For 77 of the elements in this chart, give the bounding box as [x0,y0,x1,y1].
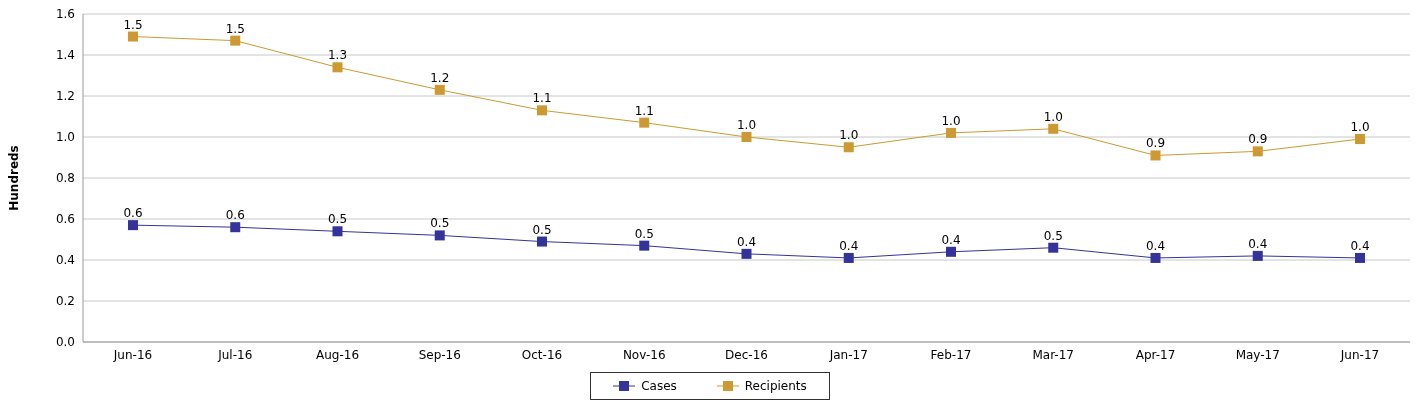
x-tick-label: Feb-17 [930,347,972,362]
point [741,248,752,259]
point [1048,242,1059,253]
point [332,226,343,237]
data-label: 0.4 [941,232,961,247]
point [128,31,138,42]
data-label: 1.0 [736,118,757,132]
data-label: 0.6 [225,208,245,223]
point [332,62,343,73]
y-tick-label: 1.4 [55,48,75,63]
data-label: 0.5 [327,212,348,227]
x-tick-label: Apr-17 [1135,347,1176,362]
point [639,240,650,251]
point [843,252,854,263]
point [230,222,241,233]
point [946,246,956,257]
data-label: 0.5 [634,226,654,241]
data-label: 1.2 [430,70,450,85]
data-label: 1.3 [327,48,348,63]
x-tick-label: Jan-17 [828,347,868,362]
data-label: 1.5 [225,21,245,36]
point [1252,250,1263,261]
x-tick-label: Jun-16 [112,347,153,362]
y-tick-label: 1.6 [55,7,75,22]
point [537,105,547,116]
point [434,84,445,95]
data-label: 0.4 [1248,236,1268,251]
data-label: 1.0 [839,128,859,143]
x-tick-label: Mar-17 [1032,347,1074,362]
x-tick-label: May-17 [1235,347,1280,362]
x-tick-label: Nov-16 [622,347,666,362]
data-label: 1.0 [1043,109,1063,124]
data-label: 0.9 [1248,132,1268,147]
data-label: 0.9 [1145,136,1166,151]
data-label: 1.1 [532,91,552,106]
point [741,132,752,142]
point [434,230,445,241]
x-tick-label: Oct-16 [521,347,563,362]
point [230,35,241,46]
x-tick-label: Aug-16 [315,347,360,362]
data-label: 0.4 [1145,238,1166,253]
data-label: 1.0 [941,113,961,128]
point [946,127,956,138]
point [1150,150,1161,161]
data-label: 0.6 [123,206,143,221]
data-label: 0.4 [736,234,757,249]
legend-label: Cases [640,379,677,393]
point [843,142,854,153]
data-label: 1.5 [123,17,143,32]
y-tick-label: 0.6 [55,212,75,227]
y-tick-label: 0.0 [55,335,75,350]
y-tick-label: 1.2 [55,89,75,104]
x-tick-label: Sep-16 [418,347,461,362]
data-label: 1.0 [1350,120,1370,135]
point [1252,146,1263,157]
y-tick-label: 0.8 [55,171,75,186]
point [639,117,650,128]
point [537,236,547,247]
x-tick-label: Jul-16 [217,347,253,362]
point [1355,252,1365,263]
y-axis-title: Hundreds [7,145,22,211]
data-label: 0.5 [1043,228,1063,243]
x-tick-label: Dec-16 [725,347,768,362]
data-label: 0.5 [532,222,552,237]
data-label: 0.4 [1350,238,1370,253]
y-tick-label: 0.2 [55,294,75,309]
data-label: 0.5 [430,216,450,231]
point [1150,252,1161,263]
data-label: 1.1 [634,103,654,118]
point [128,220,138,231]
y-tick-label: 1.0 [55,130,75,145]
data-label: 0.4 [839,238,859,253]
point [1355,134,1365,145]
y-tick-label: 0.4 [55,253,75,268]
point [1048,123,1059,134]
x-tick-label: Jun-17 [1339,347,1380,362]
legend-label: Recipients [743,379,807,393]
